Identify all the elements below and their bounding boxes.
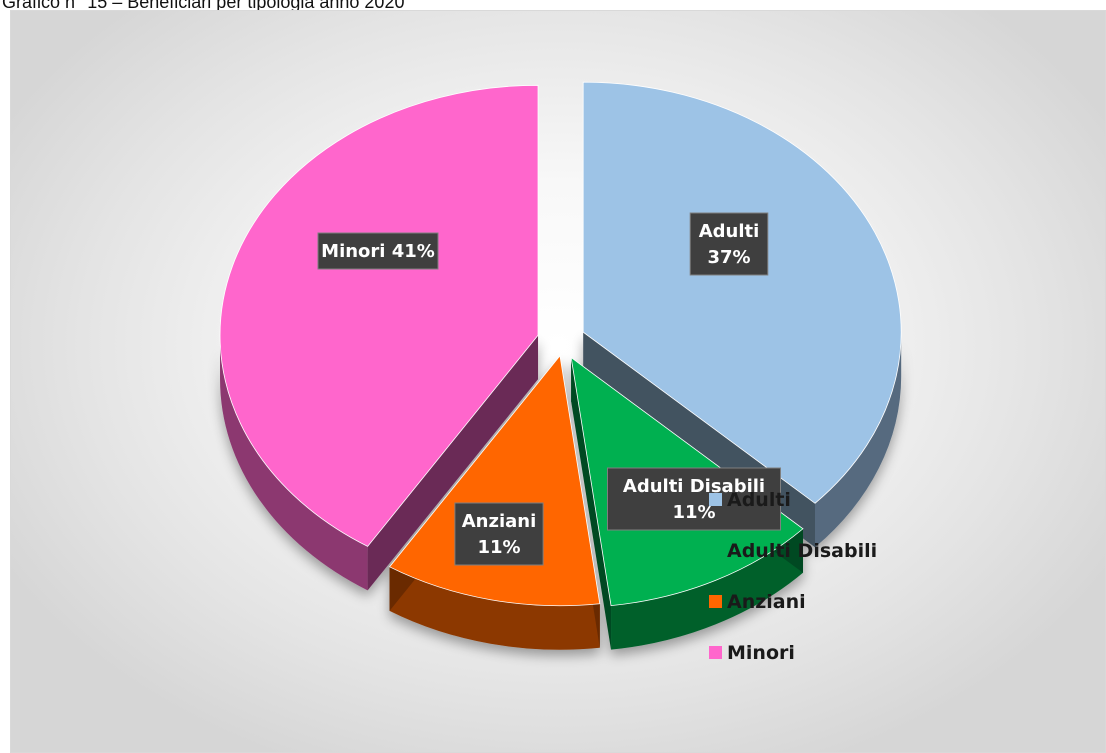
slice-cut-face	[367, 335, 539, 591]
chart-legend: Adulti Adulti Disabili Anziani Minori	[709, 486, 877, 690]
legend-item-anziani: Anziani	[709, 588, 877, 615]
data-labels: Adulti 37% Adulti Disabili 11% Anziani 11% Min…	[317, 212, 781, 566]
data-label-text: Anziani	[462, 511, 537, 532]
legend-swatch	[709, 544, 722, 557]
slice-side-wall	[389, 566, 600, 650]
data-label-box	[607, 467, 781, 531]
slice-side-wall	[220, 335, 368, 591]
pie-slice-adulti	[582, 81, 902, 504]
data-label-adulti-disabili: Adulti Disabili 11%	[607, 467, 781, 531]
legend-swatch	[709, 646, 722, 659]
data-label-box	[689, 212, 769, 276]
legend-item-adulti: Adulti	[709, 486, 877, 513]
legend-label: Adulti	[727, 488, 791, 511]
data-label-anziani: Anziani 11%	[454, 502, 544, 566]
data-label-text: 11%	[477, 537, 520, 558]
figure-caption: Grafico n° 15 – Beneficiari per tipologi…	[2, 0, 405, 12]
slice-cut-face	[571, 357, 612, 650]
data-label-box	[454, 502, 544, 566]
data-label-box	[317, 232, 439, 270]
chart-area: Adulti 37% Adulti Disabili 11% Anziani 11% Min…	[10, 10, 1106, 753]
data-label-adulti: Adulti 37%	[689, 212, 769, 276]
legend-swatch	[709, 595, 722, 608]
pie-slice-minori	[219, 84, 539, 547]
data-label-text: Adulti	[699, 221, 760, 242]
data-label-text: 37%	[707, 247, 750, 268]
legend-item-adulti-disabili: Adulti Disabili	[709, 537, 877, 564]
pie-chart: Adulti 37% Adulti Disabili 11% Anziani 11% Min…	[219, 81, 902, 650]
data-label-text: Adulti Disabili	[623, 476, 765, 497]
legend-label: Anziani	[727, 590, 806, 613]
slice-side-wall	[611, 528, 803, 650]
legend-item-minori: Minori	[709, 639, 877, 666]
pie-slice-anziani	[388, 354, 601, 607]
data-label-text: 11%	[672, 502, 715, 523]
slice-side-wall	[815, 332, 902, 548]
data-label-text: Minori 41%	[321, 241, 435, 262]
legend-label: Minori	[727, 641, 795, 664]
legend-swatch	[709, 493, 722, 506]
legend-label: Adulti Disabili	[727, 539, 878, 562]
data-label-minori: Minori 41%	[317, 232, 439, 270]
